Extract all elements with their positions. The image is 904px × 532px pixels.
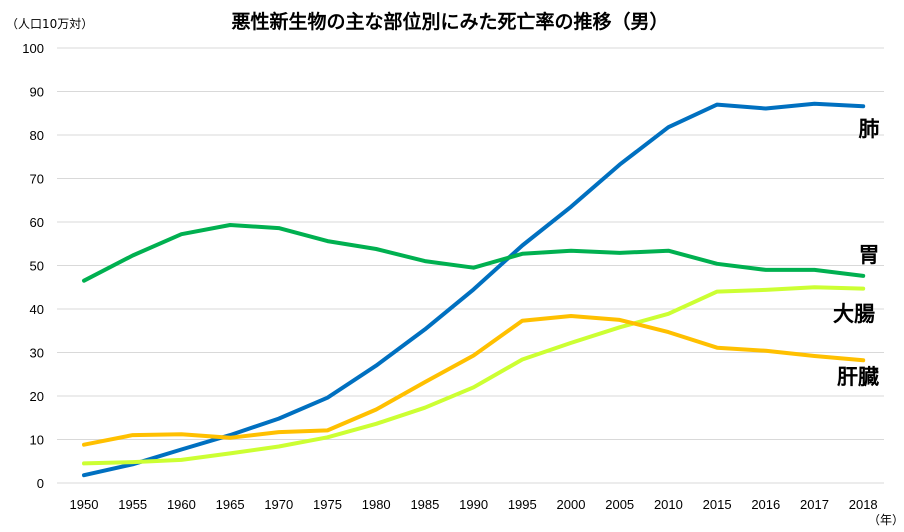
y-tick-label: 40 [30,302,44,317]
series-line [82,285,866,466]
y-axis-unit-label: （人口10万対） [6,17,93,31]
y-tick-label: 100 [22,41,44,56]
y-tick-label: 80 [30,128,44,143]
x-tick-label: 1980 [362,497,391,512]
y-axis-ticks: 0 10 20 30 40 50 60 70 80 90 100 [22,41,44,491]
series-lines [82,101,866,478]
x-tick-label: 1990 [459,497,488,512]
y-tick-label: 60 [30,215,44,230]
x-tick-label: 2018 [849,497,878,512]
y-tick-label: 20 [30,389,44,404]
x-tick-label: 1965 [216,497,245,512]
chart-title: 悪性新生物の主な部位別にみた死亡率の推移（男） [231,10,668,33]
x-tick-label: 1995 [508,497,537,512]
x-tick-label: 2010 [654,497,683,512]
series-line [82,101,866,478]
x-tick-label: 2000 [557,497,586,512]
y-tick-label: 90 [30,85,44,100]
x-tick-label: 2015 [703,497,732,512]
series-label: 大腸 [833,302,875,326]
x-tick-label: 2016 [751,497,780,512]
y-tick-label: 10 [30,433,44,448]
series-line [82,223,866,283]
x-tick-label: 2017 [800,497,829,512]
x-tick-label: 2005 [605,497,634,512]
y-tick-label: 70 [30,172,44,187]
x-tick-label: 1950 [70,497,99,512]
series-label: 胃 [859,243,880,267]
x-tick-label: 1960 [167,497,196,512]
x-tick-label: 1985 [410,497,439,512]
series-label: 肝臓 [837,365,879,389]
x-axis-ticks: 1950 1955 1960 1965 1970 1975 1980 1985 1990 1995… [70,497,878,512]
x-tick-label: 1975 [313,497,342,512]
x-tick-label: 1970 [264,497,293,512]
series-label: 肺 [859,117,880,141]
y-tick-label: 0 [37,476,44,491]
y-tick-label: 30 [30,346,44,361]
y-tick-label: 50 [30,259,44,274]
x-tick-label: 1955 [118,497,147,512]
series-line [82,314,866,447]
x-axis-unit-label: （年） [868,513,904,527]
